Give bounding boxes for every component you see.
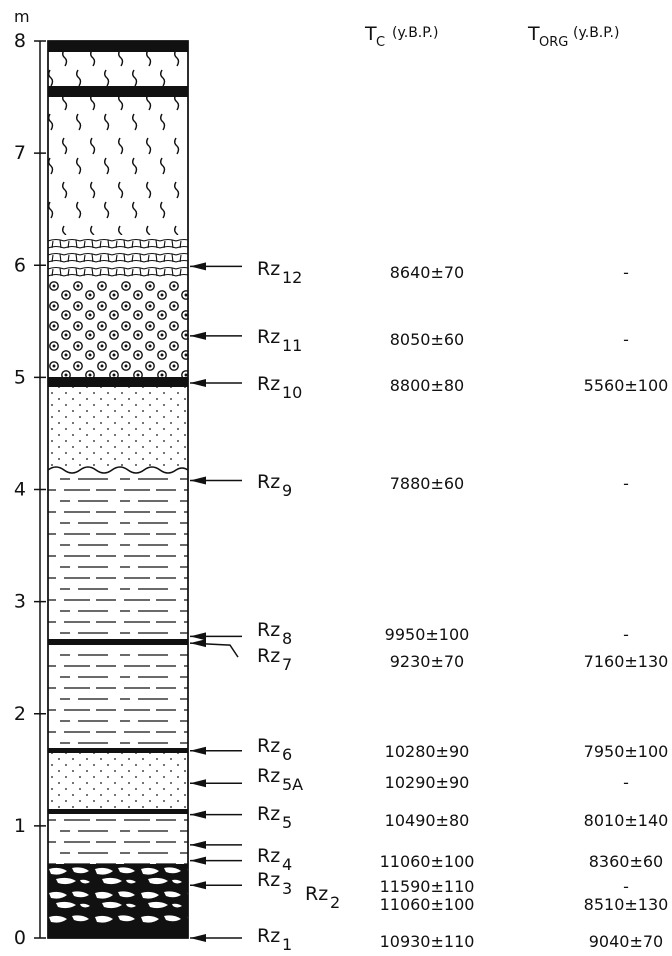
sample-sub: 12 [282, 268, 302, 287]
sample-name: Rz [257, 645, 280, 667]
column-layers [40, 41, 188, 938]
arrow-head [190, 747, 206, 755]
tc-value: 8640±70 [390, 263, 464, 282]
sample-name: Rz [257, 803, 280, 825]
sample-name: Rz [257, 258, 280, 280]
sample-sub: 7 [282, 655, 292, 674]
arrow-head [190, 332, 206, 340]
sample-sub: 1 [282, 935, 292, 954]
sample-name: Rz [257, 765, 280, 787]
arrow-head [190, 811, 206, 819]
tc-value: 11060±100 [380, 852, 475, 871]
tc-value: 10490±80 [385, 811, 470, 830]
tick-label: 3 [14, 591, 26, 613]
tick-label: 6 [14, 254, 26, 276]
tc-value: 9230±70 [390, 652, 464, 671]
arrow-head [190, 841, 206, 849]
sample-sub: 10 [282, 383, 302, 402]
sample-sub: 4 [282, 855, 292, 874]
arrow-head [190, 779, 206, 787]
arrow-head [190, 857, 206, 865]
arrow-head [190, 262, 206, 270]
torg-value: - [623, 625, 629, 644]
torg-value: 5560±100 [584, 376, 669, 395]
sample-name: Rz [305, 883, 328, 905]
tick-label: 7 [14, 142, 26, 164]
tick-label: 0 [14, 927, 26, 949]
tick-label: 4 [14, 479, 26, 501]
sample-name: Rz [257, 471, 280, 493]
tick-label: 8 [14, 30, 26, 52]
sample-name: Rz [257, 326, 280, 348]
sample-sub: 5A [282, 775, 303, 794]
tc-value: 8800±80 [390, 376, 464, 395]
torg-value: - [623, 773, 629, 792]
arrow-head [190, 477, 206, 485]
torg-value: 7160±130 [584, 652, 669, 671]
header-sub: ORG [539, 35, 568, 50]
sample-name: Rz [257, 619, 280, 641]
tick-label: 1 [14, 815, 26, 837]
stratigraphic-column: m 012345678TC(y.B.P.)TORG(y.B.P.)Rz12864… [0, 0, 672, 956]
sample-name: Rz [257, 869, 280, 891]
sample-name: Rz [257, 735, 280, 757]
tick-label: 2 [14, 703, 26, 725]
torg-value: - [623, 474, 629, 493]
tc-value: 7880±60 [390, 474, 464, 493]
axis-unit: m [14, 7, 30, 26]
arrow-head [190, 881, 206, 889]
tc-value: 8050±60 [390, 330, 464, 349]
header-unit: (y.B.P.) [573, 25, 619, 41]
arrow-head [190, 639, 206, 647]
sample-sub: 6 [282, 745, 292, 764]
arrow-head [190, 632, 206, 640]
sample-sub: 5 [282, 813, 292, 832]
sample-arrow [190, 643, 238, 657]
header-sub: C [376, 35, 385, 50]
arrow-head [190, 379, 206, 387]
tc-value: 11060±100 [380, 895, 475, 914]
tc-value: 10930±110 [380, 932, 475, 951]
sample-sub: 11 [282, 336, 302, 355]
tc-value: 9950±100 [385, 625, 470, 644]
sample-name: Rz [257, 845, 280, 867]
tc-value: 11590±110 [380, 877, 475, 896]
sample-name: Rz [257, 373, 280, 395]
torg-value: - [623, 263, 629, 282]
header-unit: (y.B.P.) [392, 25, 438, 41]
tc-value: 10280±90 [385, 742, 470, 761]
arrow-head [190, 934, 206, 942]
torg-value: - [623, 877, 629, 896]
torg-value: 9040±70 [589, 932, 663, 951]
sample-sub: 9 [282, 481, 292, 500]
torg-value: 8010±140 [584, 811, 669, 830]
tick-label: 5 [14, 366, 26, 388]
sample-name: Rz [257, 925, 280, 947]
sample-sub: 8 [282, 629, 292, 648]
torg-value: 7950±100 [584, 742, 669, 761]
sample-sub: 2 [330, 893, 340, 912]
torg-value: 8360±60 [589, 852, 663, 871]
sample-sub: 3 [282, 879, 292, 898]
torg-value: - [623, 330, 629, 349]
torg-value: 8510±130 [584, 895, 669, 914]
tc-value: 10290±90 [385, 773, 470, 792]
